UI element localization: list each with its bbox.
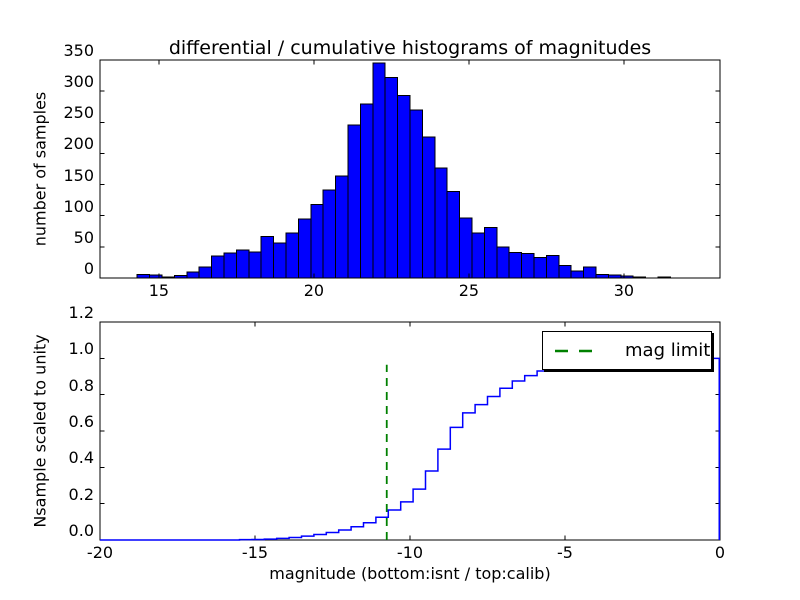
histogram-bar (534, 257, 546, 278)
figure-canvas: differential / cumulative histograms of … (0, 0, 800, 600)
bottom-y-tick-label: 1.2 (69, 304, 94, 322)
histogram-bar (373, 63, 385, 278)
bottom-y-tick-label: 1.0 (69, 340, 94, 358)
histogram-bar (522, 254, 534, 278)
bottom-y-tick-label: 0.0 (69, 522, 94, 540)
bottom-x-tick-label: -10 (397, 544, 423, 562)
top-x-tick-label: 25 (459, 282, 479, 300)
histogram-bar (385, 77, 397, 278)
bottom-y-tick-label: 0.4 (69, 449, 94, 467)
bottom-ylabel: Nsample scaled to unity (31, 334, 50, 527)
top-y-tick-label: 200 (63, 135, 94, 153)
bottom-x-tick-label: -15 (242, 544, 268, 562)
bottom-y-tick-label: 0.8 (69, 377, 94, 395)
histogram-bars (137, 63, 670, 278)
top-ylabel: number of samples (31, 92, 50, 247)
histogram-bar (596, 274, 608, 278)
bottom-x-tick-label: -5 (557, 544, 573, 562)
top-y-tick-label: 50 (74, 229, 94, 247)
histogram-bar (410, 110, 422, 278)
histogram-bar (311, 205, 323, 278)
histogram-bar (571, 271, 583, 278)
top-y-tick-label: 100 (63, 198, 94, 216)
histogram-bar (187, 272, 199, 278)
top-y-tick-label: 350 (63, 42, 94, 60)
histogram-bar (336, 176, 348, 278)
top-x-tick-label: 30 (614, 282, 634, 300)
histogram-bar (509, 252, 521, 278)
bottom-y-tick-label: 0.6 (69, 413, 94, 431)
histogram-bar (348, 125, 360, 278)
histogram-bar (546, 256, 558, 278)
histogram-bar (236, 250, 248, 278)
top-y-tick-label: 150 (63, 167, 94, 185)
legend-dash-icon (555, 349, 599, 353)
histogram-bar (298, 219, 310, 278)
histogram-bar (584, 267, 596, 278)
top-x-tick-label: 15 (149, 282, 169, 300)
histogram-bar (323, 190, 335, 278)
bottom-x-tick-label: -20 (87, 544, 113, 562)
histogram-bar (286, 233, 298, 278)
histogram-bar (447, 191, 459, 278)
cumulative-step-line (100, 358, 719, 540)
histogram-bar (212, 256, 224, 278)
histogram-bar (435, 168, 447, 278)
histogram-bar (422, 137, 434, 278)
bottom-xlabel: magnitude (bottom:isnt / top:calib) (269, 564, 550, 583)
top-y-tick-label: 300 (63, 73, 94, 91)
legend-entry-label: mag limit (625, 340, 710, 361)
histogram-bar (137, 274, 149, 278)
plot-svg (0, 0, 800, 600)
top-y-tick-label: 0 (84, 260, 94, 278)
top-y-tick-label: 250 (63, 104, 94, 122)
top-x-tick-label: 20 (304, 282, 324, 300)
histogram-bar (460, 218, 472, 278)
legend: mag limit (542, 331, 712, 370)
histogram-bar (274, 243, 286, 278)
histogram-bar (249, 252, 261, 278)
histogram-bar (224, 253, 236, 278)
histogram-bar (261, 236, 273, 278)
histogram-bar (360, 104, 372, 278)
bottom-x-tick-label: 0 (715, 544, 725, 562)
histogram-bar (497, 247, 509, 278)
histogram-bar (199, 267, 211, 278)
histogram-bar (559, 266, 571, 278)
bottom-y-tick-label: 0.2 (69, 486, 94, 504)
histogram-bar (472, 233, 484, 278)
figure-title: differential / cumulative histograms of … (169, 37, 651, 59)
histogram-bar (484, 228, 496, 278)
histogram-bar (398, 96, 410, 278)
